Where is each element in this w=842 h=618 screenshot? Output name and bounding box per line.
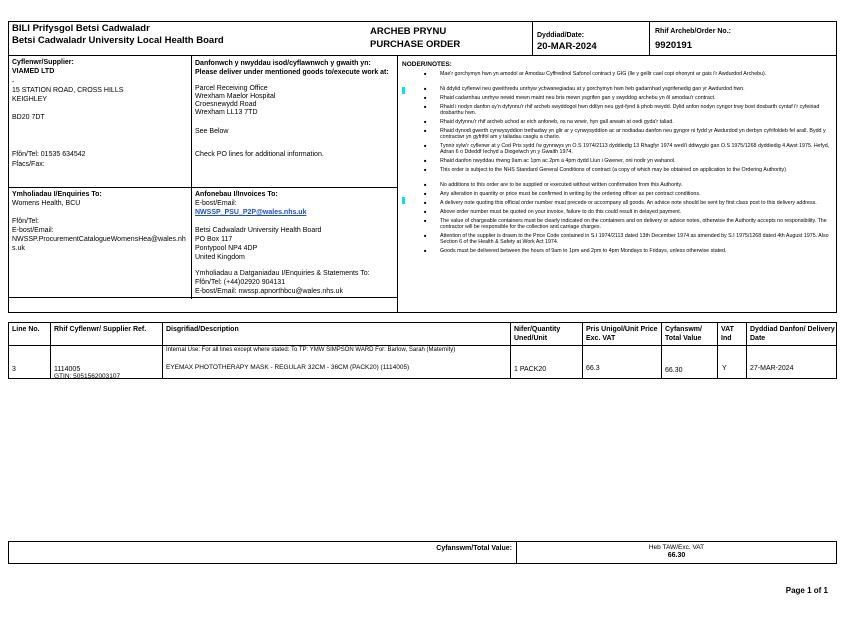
delivery-line: Croesnewydd Road <box>195 101 257 108</box>
enquiries-tel: Ffôn/Tel: <box>12 218 39 225</box>
invoices-label: Anfonebau I/Invoices To: <box>195 191 278 198</box>
total-value-label: Cyfanswm/Total Value: <box>436 545 512 552</box>
statements-tel: Ffôn/Tel: (+44)02920 904131 <box>195 279 286 286</box>
supplier-name: VIAMED LTD <box>12 68 55 75</box>
note-item: Rhaid i nodyn danfon sy'n dyfynnu'r rhif… <box>402 104 832 116</box>
invoices-email-label: E-bost/Email: <box>195 200 237 207</box>
quantity: 1 PACK20 <box>514 366 547 373</box>
total-amount: 66.30 <box>667 552 686 559</box>
doc-title-welsh: ARCHEB PRYNU <box>370 26 447 37</box>
supplier-label: Cyflenwr/Supplier: <box>12 59 74 66</box>
note-item: This order is subject to the NHS Standar… <box>402 167 832 173</box>
date-value: 20-MAR-2024 <box>537 41 597 52</box>
col-header-description: Disgrifiad/Description <box>166 326 239 333</box>
note-item: A delivery note quoting this official or… <box>402 200 832 206</box>
enquiries-name: Womens Health, BCU <box>12 200 81 207</box>
check-po-lines: Check PO lines for additional informatio… <box>195 151 324 158</box>
see-below: See Below <box>195 128 229 135</box>
note-item: Attention of the supplier is drawn to th… <box>402 233 832 245</box>
exc-vat-label: Heb TAW/Exc. VAT <box>648 544 705 551</box>
note-item: Above order number must be quoted on you… <box>402 209 832 215</box>
date-label: Dyddiad/Date: <box>537 32 585 39</box>
statements-email[interactable]: E-bost/Email: nwssp.apnorthbcu@wales.nhs… <box>195 288 343 295</box>
delivery-line: Wrexham Maelor Hospital <box>195 93 276 100</box>
org-name-english: Betsi Cadwaladr University Local Health … <box>12 35 224 46</box>
delivery-date: 27-MAR-2024 <box>750 365 794 372</box>
invoice-address-line: United Kingdom <box>195 254 245 261</box>
lines-table <box>8 322 837 379</box>
header-box <box>8 21 837 313</box>
note-item: Ni ddylid cyflenwi neu gweithredu unrhyw… <box>402 86 832 92</box>
totals-box <box>8 541 837 564</box>
supplier-address2: KEIGHLEY <box>12 96 48 103</box>
item-description: EYEMAX PHOTOTHERAPY MASK - REGULAR 32CM … <box>166 364 410 371</box>
invoice-address-line: Pontypool NP4 4DP <box>195 245 258 252</box>
page-number: Page 1 of 1 <box>785 586 828 595</box>
line-no: 3 <box>12 366 16 373</box>
enquiries-email[interactable]: NWSSP.ProcurementCatalogueWomensHea@wale… <box>12 236 186 252</box>
supplier-tel: Ffôn/Tel: 01535 634542 <box>12 151 86 158</box>
delivery-line: Parcel Receiving Office <box>195 85 268 92</box>
note-item: Tynnir sylw'r cyflenwr at y Cod Pris syd… <box>402 143 832 155</box>
invoices-email-link[interactable]: NWSSP_PSU_P2P@wales.nhs.uk <box>195 209 307 216</box>
note-item: Rhaid dynodi gwerth cynwysyddion trethad… <box>402 128 832 140</box>
order-no-value: 9920191 <box>655 40 692 51</box>
supplier-ref: 1114005 <box>54 366 81 373</box>
col-header-total: Cyfanswm/ Total Value <box>665 326 702 342</box>
col-header-supplier-ref: Rhif Cyflenwr/ Supplier Ref. <box>54 326 147 333</box>
col-header-line: Line No. <box>12 326 40 333</box>
doc-title-english: PURCHASE ORDER <box>370 39 461 50</box>
note-item: Goods must be delivered between the hour… <box>402 248 832 254</box>
col-header-delivery-date: Dyddiad Danfon/ Delivery Date <box>750 326 835 342</box>
internal-use-note: Internal Use: For all lines except where… <box>166 347 456 353</box>
col-header-unit-price: Pris Unigol/Unit Price Exc. VAT <box>586 326 658 342</box>
delivery-label: Danfonwch y nwyddau isod/cyflawnwch y gw… <box>195 60 389 76</box>
invoice-address-line: PO Box 117 <box>195 236 233 243</box>
note-item: Any alteration in quantity or price must… <box>402 191 832 197</box>
col-header-vat: VAT Ind <box>721 326 734 342</box>
note-item: No additions to this order are to be sup… <box>402 182 832 188</box>
note-item: Rhaid cadarnhau unrhyw newid mewn maint … <box>402 95 832 101</box>
notes-title: NODER/NOTES: <box>402 61 452 68</box>
enquiries-label: Ymholiadau I/Enquiries To: <box>12 191 102 198</box>
unit-price: 66.3 <box>586 365 600 372</box>
vat-ind: Y <box>722 365 727 372</box>
note-item: Rhaid danfon nwyddau rhwng 9am ac 1pm ac… <box>402 158 832 164</box>
supplier-address1: 15 STATION ROAD, CROSS HILLS <box>12 87 124 94</box>
order-no-label: Rhif Archeb/Order No.: <box>655 28 731 35</box>
note-item: The value of chargeable containers must … <box>402 218 832 230</box>
invoice-address-line: Betsi Cadwaladr University Health Board <box>195 227 322 234</box>
supplier-fax: Ffacs/Fax: <box>12 161 45 168</box>
delivery-line: Wrexham LL13 7TD <box>195 109 258 116</box>
total-value: 66.30 <box>665 367 683 374</box>
notes-section: NODER/NOTES: Mae'r gorchymyn hwn yn amod… <box>402 61 832 254</box>
supplier-dash: - <box>12 79 15 86</box>
gtin: GTIN: 5051562003107 <box>54 373 121 380</box>
note-item: Rhaid dyfynnu'r rhif archeb uchod ar eic… <box>402 119 832 125</box>
col-header-quantity: Nifer/Quantity Uned/Unit <box>514 326 561 342</box>
statements-label: Ymholiadau a Datganiadau I/Enquiries & S… <box>195 270 370 277</box>
org-name-welsh: BILI Prifysgol Betsi Cadwaladr <box>12 23 150 34</box>
supplier-postcode: BD20 7DT <box>12 114 45 121</box>
note-item: Mae'r gorchymyn hwn yn amodol ar Amodau … <box>402 71 832 77</box>
enquiries-email-label: E-bost/Email: <box>12 227 54 234</box>
